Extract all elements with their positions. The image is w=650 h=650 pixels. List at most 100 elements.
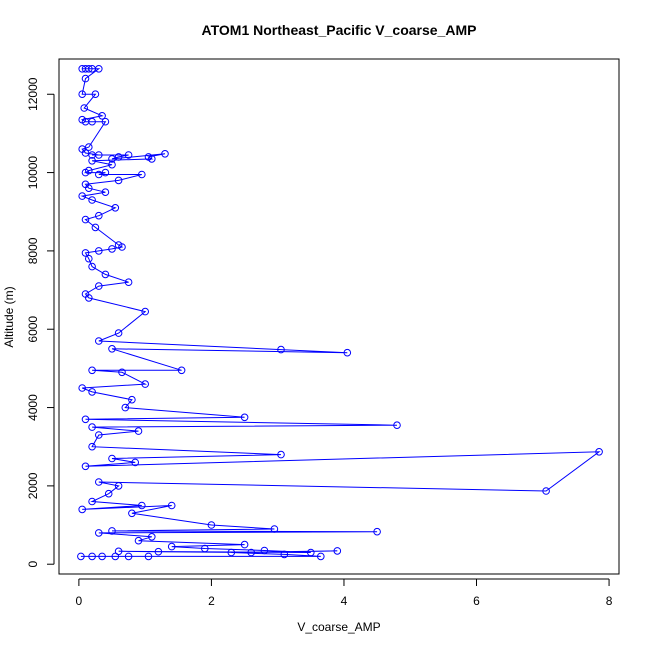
x-axis-label: V_coarse_AMP — [297, 620, 380, 634]
data-point — [240, 540, 249, 549]
data-point — [81, 415, 90, 424]
data-point — [95, 170, 103, 179]
data-point — [88, 151, 96, 159]
data-point — [134, 427, 143, 435]
data-point — [101, 188, 110, 196]
data-point — [85, 143, 93, 151]
data-point — [154, 547, 163, 556]
data-point — [201, 544, 209, 553]
y-tick-label: 4000 — [26, 394, 40, 421]
data-point — [167, 542, 176, 551]
data-point — [277, 450, 285, 459]
data-point — [85, 254, 93, 263]
data-point — [95, 65, 103, 73]
series-line — [80, 68, 601, 557]
data-point — [81, 149, 90, 157]
data-point — [78, 384, 86, 392]
data-point — [111, 204, 120, 212]
data-point — [148, 155, 156, 163]
data-point — [95, 247, 103, 255]
data-point — [118, 243, 126, 251]
data-point — [167, 501, 176, 510]
y-tick-label: 10000 — [26, 156, 40, 190]
data-point — [108, 345, 116, 353]
data-point — [81, 215, 90, 224]
data-point — [128, 509, 136, 518]
data-point — [277, 345, 285, 354]
data-point — [373, 527, 381, 536]
data-point — [88, 366, 96, 375]
data-point — [227, 548, 236, 557]
data-point — [177, 366, 186, 375]
data-point — [91, 90, 100, 98]
data-point — [78, 90, 86, 98]
data-point — [114, 176, 123, 185]
data-point — [88, 157, 96, 165]
data-point — [78, 192, 86, 200]
data-point — [343, 348, 352, 357]
data-point — [108, 527, 116, 535]
x-tick-label: 8 — [606, 594, 613, 608]
data-point — [307, 548, 315, 557]
x-tick-label: 6 — [473, 594, 480, 608]
y-tick-label: 6000 — [26, 316, 40, 343]
y-axis-label: Altitude (m) — [2, 286, 16, 347]
y-tick-label: 8000 — [26, 237, 40, 264]
data-point — [95, 282, 103, 290]
x-tick-label: 2 — [208, 594, 215, 608]
data-point — [141, 380, 149, 388]
data-point — [114, 482, 123, 490]
data-point — [85, 65, 93, 73]
data-point — [101, 168, 110, 177]
data-point — [88, 442, 96, 451]
data-point — [207, 521, 216, 529]
data-point — [247, 548, 255, 557]
data-point — [393, 421, 401, 430]
y-tick-label: 12000 — [26, 77, 40, 111]
y-tick-label: 0 — [26, 561, 40, 568]
data-point — [161, 150, 169, 158]
data-point — [121, 403, 130, 412]
data-point — [260, 546, 269, 555]
data-point — [95, 431, 103, 439]
data-point — [333, 547, 342, 555]
chart-title: ATOM1 Northeast_Pacific V_coarse_AMP — [202, 22, 477, 38]
data-point — [88, 262, 96, 271]
data-point — [240, 413, 249, 422]
data-point — [114, 153, 123, 161]
data-point — [81, 249, 90, 257]
data-point — [317, 552, 325, 561]
data-point — [124, 151, 133, 159]
data-point — [108, 454, 116, 463]
data-point — [134, 536, 143, 545]
y-tick-label: 2000 — [26, 472, 40, 499]
data-point — [270, 525, 279, 533]
data-point — [111, 552, 120, 561]
data-point — [78, 505, 86, 514]
data-point — [98, 112, 106, 120]
data-point — [81, 462, 90, 471]
data-point — [81, 74, 90, 83]
data-point — [85, 294, 93, 302]
y-axis: 0 2000 4000 6000 8000 10000 12000 — [26, 77, 55, 568]
data-point — [88, 497, 96, 506]
data-point — [101, 270, 110, 279]
data-point — [88, 423, 96, 431]
series-points — [77, 65, 603, 561]
data-point — [95, 211, 103, 220]
data-point — [144, 552, 153, 561]
data-point — [108, 160, 116, 169]
plot-frame — [58, 58, 620, 575]
data-point — [128, 395, 136, 404]
data-point — [595, 448, 603, 456]
data-point — [280, 550, 289, 559]
x-axis: 0 2 4 6 8 — [76, 578, 613, 608]
data-point — [124, 278, 133, 287]
data-point — [80, 104, 88, 112]
data-point — [88, 117, 96, 126]
series-path — [80, 68, 601, 557]
data-point — [131, 458, 139, 467]
data-point — [101, 117, 110, 126]
data-point — [108, 155, 116, 163]
